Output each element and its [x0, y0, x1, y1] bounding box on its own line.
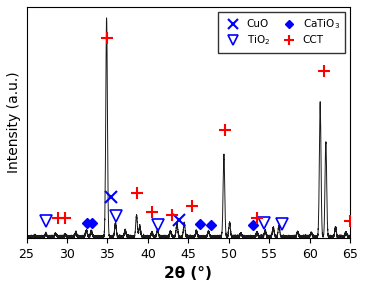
Y-axis label: Intensity (a.u.): Intensity (a.u.) [7, 71, 21, 173]
X-axis label: 2θ (°): 2θ (°) [164, 266, 212, 281]
Legend: CuO, TiO$_2$, CaTiO$_3$, CCT: CuO, TiO$_2$, CaTiO$_3$, CCT [218, 12, 345, 52]
